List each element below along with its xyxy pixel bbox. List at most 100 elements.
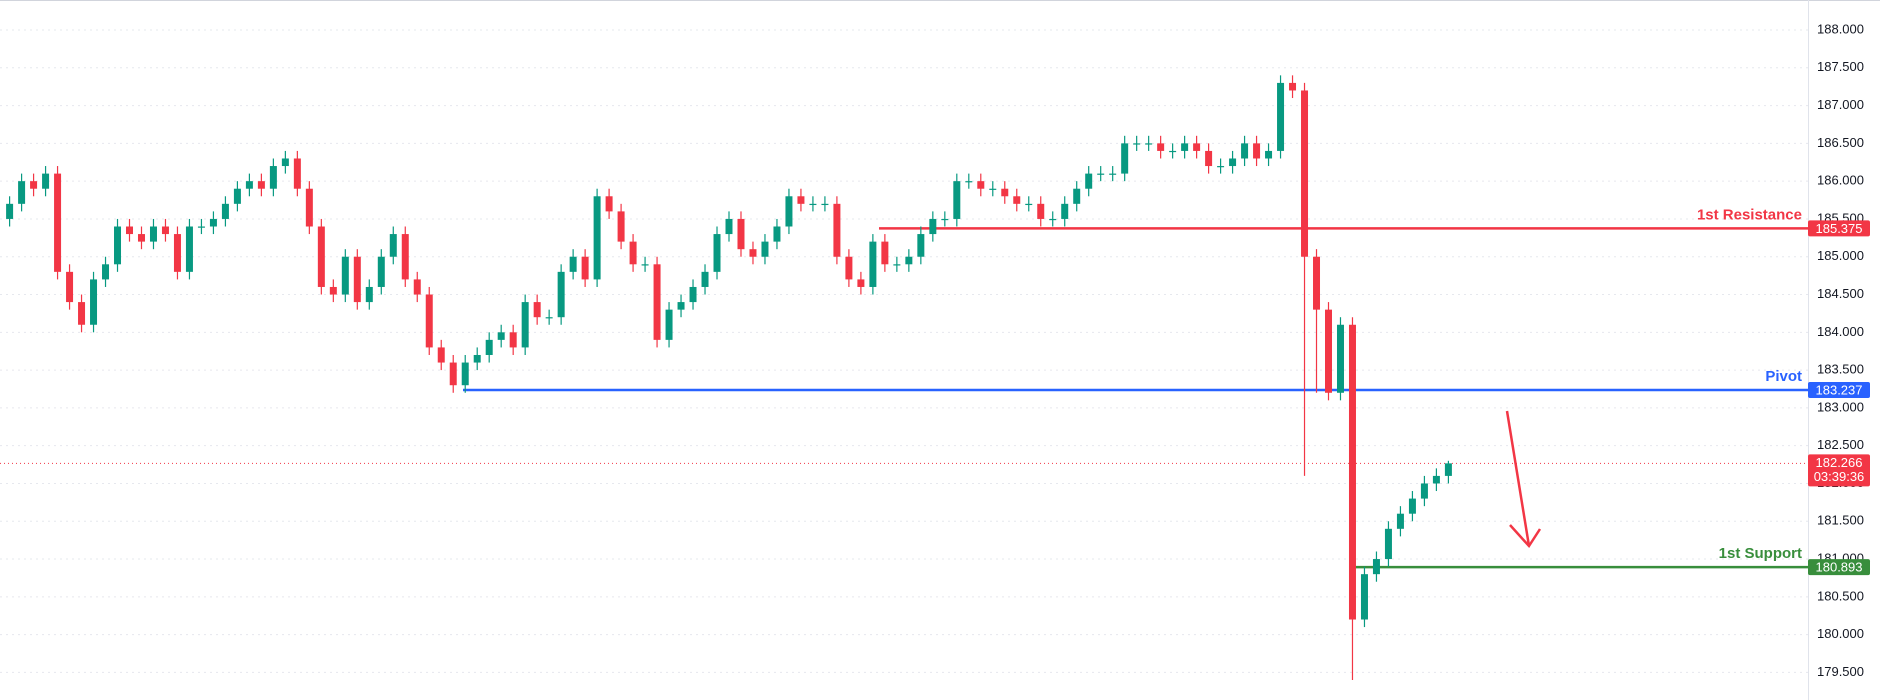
candle-body — [857, 279, 865, 287]
candle-body — [42, 173, 50, 189]
candle-body — [845, 256, 853, 280]
candle-body — [185, 226, 193, 272]
candle-body — [305, 188, 313, 227]
y-tick-label: 181.500 — [1817, 513, 1864, 528]
candle-body — [965, 181, 973, 183]
levels: 1st Resistance Pivot 1st Support — [0, 206, 1808, 569]
candle-body — [497, 332, 505, 340]
candle-body — [881, 241, 889, 265]
candle-body — [1049, 218, 1057, 221]
candle-body — [521, 302, 529, 348]
candle-body — [689, 286, 697, 303]
candle-body — [1193, 143, 1201, 151]
candle-body — [126, 226, 133, 235]
candle-body — [161, 226, 169, 235]
candle-body — [1133, 143, 1141, 145]
candle-body — [377, 256, 385, 287]
candle-body — [1372, 559, 1380, 575]
candle-body — [341, 256, 349, 295]
y-tick-label: 187.000 — [1817, 97, 1864, 112]
level-price-box — [1808, 381, 1870, 398]
candle-body — [761, 241, 769, 257]
candle-body — [1001, 188, 1009, 197]
candle-body — [102, 264, 110, 280]
candle-body — [413, 279, 421, 295]
candle-body — [821, 203, 829, 206]
candle-body — [30, 181, 38, 189]
y-tick-label: 180.500 — [1817, 588, 1864, 603]
candle-body — [329, 286, 337, 295]
candle-body — [677, 302, 685, 310]
candle-body — [749, 249, 757, 257]
candle-body — [785, 196, 793, 227]
candle-body — [1109, 173, 1117, 175]
level-price-box — [1808, 220, 1870, 237]
level-name: 1st Support — [1719, 545, 1802, 562]
candle-body — [1253, 143, 1261, 159]
candle-body — [1348, 324, 1356, 620]
candle-body — [149, 226, 157, 242]
candle-body — [18, 181, 26, 204]
candle-body — [269, 166, 277, 189]
candle-body — [1289, 82, 1297, 91]
candle-body — [1169, 150, 1177, 153]
candle-body — [257, 181, 265, 189]
candle-body — [917, 234, 925, 257]
candle-body — [1157, 143, 1165, 151]
current-price-box — [1808, 454, 1870, 487]
y-tick-label: 184.000 — [1817, 324, 1864, 339]
arrow-head — [1509, 524, 1542, 549]
candle-body — [401, 234, 409, 280]
grid — [0, 29, 1808, 673]
candle-body — [941, 218, 949, 221]
candle-body — [197, 226, 205, 228]
candle-body — [1301, 90, 1309, 257]
candle-body — [1444, 463, 1452, 476]
y-tick-label: 188.000 — [1817, 21, 1864, 36]
candle-body — [485, 339, 493, 355]
level-price-label: 185.375 — [1816, 221, 1863, 236]
y-tick-label: 186.000 — [1817, 173, 1864, 188]
candle-body — [317, 226, 325, 287]
candle-body — [1408, 498, 1416, 514]
y-tick-label: 182.500 — [1817, 437, 1864, 452]
candle-body — [1037, 203, 1045, 219]
candle-body — [233, 188, 241, 204]
y-tick-label: 179.500 — [1817, 664, 1864, 679]
candle-body — [6, 203, 14, 219]
level-name: 1st Resistance — [1697, 206, 1802, 223]
candle-body — [617, 211, 625, 242]
y-tick-label: 186.500 — [1817, 135, 1864, 150]
candle-body — [701, 271, 709, 287]
candle-body — [137, 234, 145, 242]
candle-body — [1181, 143, 1189, 151]
candle-body — [545, 317, 553, 319]
candle-body — [797, 196, 805, 204]
candle-body — [641, 264, 649, 266]
y-tick-label: 187.500 — [1817, 59, 1864, 74]
y-tick-label: 185.000 — [1817, 248, 1864, 263]
candle-body — [953, 181, 961, 219]
candle-body — [989, 188, 997, 190]
forecast-arrow — [1505, 410, 1542, 549]
candle-body — [353, 256, 361, 303]
candle-body — [66, 271, 74, 303]
candle-body — [1205, 150, 1213, 167]
price-axis: 179.500180.000180.500181.000181.500182.0… — [1817, 21, 1864, 678]
level-price-label: 183.237 — [1816, 382, 1863, 397]
candle-body — [1145, 143, 1153, 145]
y-tick-label: 183.500 — [1817, 362, 1864, 377]
candle-body — [653, 264, 661, 340]
candle-body — [1384, 528, 1392, 560]
candle-body — [1396, 513, 1404, 529]
candle-body — [114, 226, 122, 265]
candle-body — [833, 203, 841, 257]
candle-body — [1085, 173, 1093, 189]
candle-body — [593, 196, 601, 280]
candle-body — [869, 241, 877, 287]
candle-body — [461, 362, 469, 386]
